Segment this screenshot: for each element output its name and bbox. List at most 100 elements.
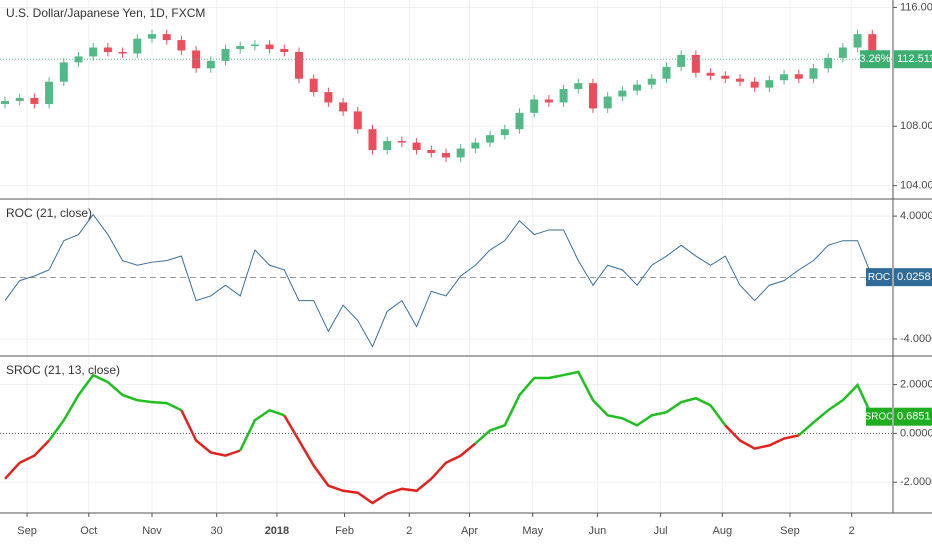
candle-body [530, 99, 539, 113]
indicator-badge [866, 268, 892, 287]
sroc-line [4, 439, 50, 480]
candle-body [574, 83, 583, 90]
candle-body [30, 98, 39, 104]
candle-body [103, 47, 112, 52]
candle-body [89, 47, 98, 57]
indicator-value: 0.6851 [897, 411, 931, 423]
candle-body [192, 50, 201, 69]
candle-body [691, 54, 700, 73]
x-tick-label: 2018 [265, 525, 289, 537]
candle-body [853, 34, 862, 48]
candle-body [236, 46, 245, 50]
y-tick-label: 0.0000 [900, 427, 932, 439]
candle-body [486, 135, 495, 143]
indicator-badge [866, 407, 892, 426]
candle-body [750, 81, 759, 88]
candle-body [0, 100, 9, 104]
candle-body [397, 141, 406, 143]
candle-body [588, 83, 597, 109]
y-tick-label: 108.000 [900, 120, 932, 132]
x-tick-label: 2 [406, 525, 412, 537]
candle-body [339, 102, 348, 112]
candle-body [280, 49, 289, 52]
candle-body [15, 98, 24, 101]
candle-body [59, 62, 68, 82]
candle-body [147, 34, 156, 39]
x-tick-label: Apr [461, 525, 478, 537]
candle-body [706, 72, 715, 76]
y-tick-label: 2.0000 [900, 378, 932, 390]
roc-line [4, 213, 873, 348]
candle-body [603, 96, 612, 109]
candle-body [765, 80, 774, 88]
y-tick-label: 116.000 [900, 1, 932, 13]
candle-body [838, 47, 847, 58]
pane-title: SROC (21, 13, close) [6, 363, 120, 377]
candle-body [677, 54, 686, 67]
candle-body [824, 57, 833, 69]
candle-body [133, 38, 142, 54]
candle-body [309, 78, 318, 93]
sroc-line [239, 408, 285, 452]
x-tick-label: Jul [654, 525, 668, 537]
x-tick-label: Jun [589, 525, 607, 537]
candle-body [633, 84, 642, 91]
candle-body [515, 112, 524, 130]
x-tick-label: Sep [17, 525, 37, 537]
x-tick-label: May [522, 525, 543, 537]
candle-body [735, 78, 744, 82]
pane-title: U.S. Dollar/Japanese Yen, 1D, FXCM [6, 6, 205, 20]
indicator-name: SROC [865, 411, 894, 422]
candle-body [250, 44, 259, 47]
candle-body [412, 142, 421, 150]
y-tick-label: 4.0000 [900, 210, 932, 222]
x-tick-label: Oct [80, 525, 97, 537]
y-tick-label: 104.000 [900, 180, 932, 192]
candle-body [618, 90, 627, 97]
candle-body [441, 152, 450, 158]
candle-body [500, 129, 509, 136]
candle-body [368, 129, 377, 150]
candle-body [177, 40, 186, 51]
sroc-line [283, 414, 477, 505]
candle-body [456, 148, 465, 158]
sroc-line [724, 424, 800, 450]
candle-body [427, 149, 436, 153]
x-tick-label: 30 [211, 525, 223, 537]
candle-body [265, 44, 274, 50]
price-label: 112.511 [897, 53, 932, 65]
candle-body [206, 60, 215, 69]
sroc-line [474, 370, 727, 445]
candle-body [162, 34, 171, 41]
y-tick-label: -4.0000 [900, 333, 932, 345]
candle-body [721, 75, 730, 79]
change-label: 3.26% [859, 53, 890, 65]
sroc-line [797, 382, 874, 437]
candle-body [662, 66, 671, 79]
candle-body [221, 49, 230, 61]
candle-body [559, 89, 568, 103]
x-tick-label: Aug [713, 525, 733, 537]
value-badge [894, 268, 932, 287]
sroc-line [48, 373, 182, 442]
candle-body [45, 81, 54, 104]
candle-body [471, 142, 480, 149]
candle-body [353, 111, 362, 130]
candle-body [294, 51, 303, 79]
x-tick-label: 2 [849, 525, 855, 537]
candle-body [647, 78, 656, 85]
pane-title: ROC (21, close) [6, 206, 92, 220]
candle-body [868, 34, 877, 60]
sroc-line [180, 409, 241, 457]
candle-body [809, 68, 818, 79]
price-badge [894, 50, 932, 69]
y-tick-label: -2.0000 [900, 476, 932, 488]
x-tick-label: Sep [780, 525, 800, 537]
candle-body [544, 99, 553, 103]
x-tick-label: Nov [142, 525, 162, 537]
candle-body [383, 141, 392, 150]
candle-body [118, 51, 127, 54]
value-badge [894, 407, 932, 426]
